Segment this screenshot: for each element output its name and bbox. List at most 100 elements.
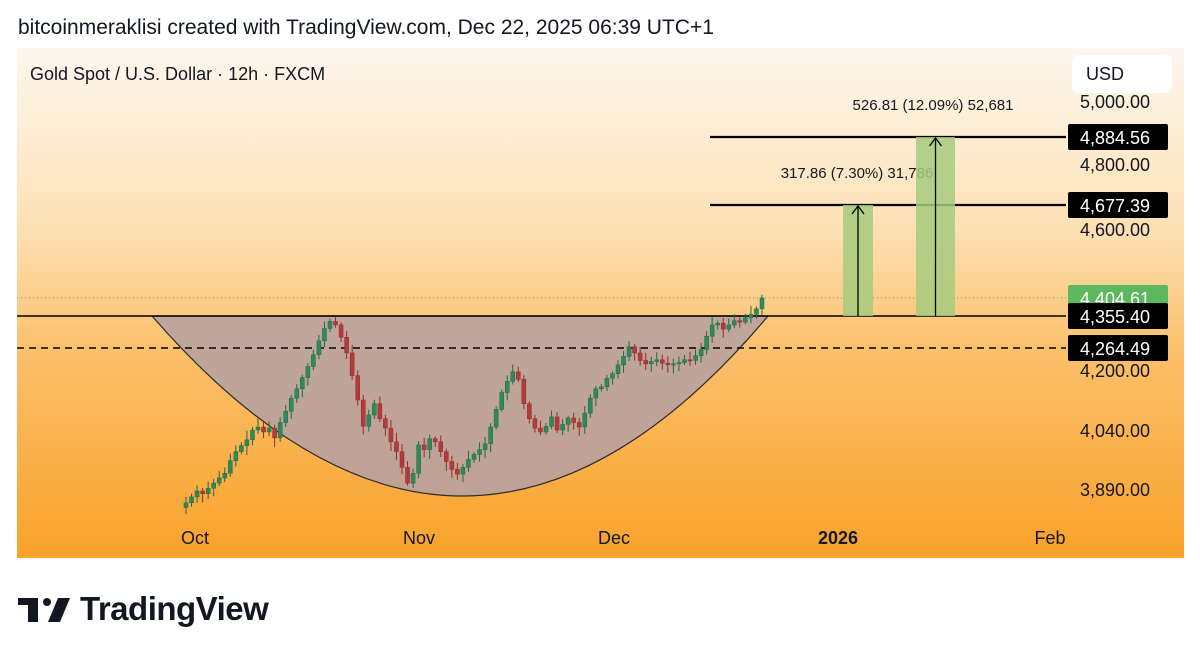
price-badge-label: 4,355.40: [1080, 307, 1150, 327]
candle: [748, 314, 754, 319]
candle: [316, 340, 322, 355]
candle: [554, 416, 560, 431]
candle: [654, 359, 660, 362]
candle: [720, 322, 726, 330]
price-badge: [1068, 303, 1168, 329]
candle: [200, 490, 205, 494]
candle: [444, 451, 449, 462]
candle: [366, 414, 372, 427]
candle: [377, 403, 383, 419]
candle: [648, 361, 654, 365]
candle: [643, 360, 648, 365]
candle: [687, 359, 693, 362]
candle: [693, 355, 698, 361]
candle: [333, 321, 338, 326]
candle: [493, 409, 499, 428]
candle: [499, 392, 504, 410]
candle: [543, 426, 549, 433]
candle: [399, 451, 405, 468]
candle: [632, 346, 637, 354]
candle: [471, 454, 477, 460]
candle: [610, 373, 615, 379]
candle: [538, 427, 543, 433]
x-tick-label: Nov: [403, 528, 435, 548]
candle: [593, 388, 599, 399]
candle: [676, 362, 682, 365]
candle: [460, 467, 466, 475]
tradingview-logo-icon: [18, 598, 70, 622]
candle: [565, 417, 571, 425]
candle: [704, 335, 709, 350]
candle: [222, 473, 228, 479]
candle: [277, 422, 283, 439]
candle: [527, 403, 532, 419]
candle: [416, 444, 421, 474]
price-badge-label: 4,884.56: [1080, 128, 1150, 148]
candle: [449, 461, 455, 470]
candle: [726, 324, 732, 330]
candle: [682, 359, 687, 363]
chart-background: [17, 48, 1184, 558]
candle: [266, 427, 272, 433]
y-tick-label: 4,200.00: [1080, 361, 1150, 381]
candle: [189, 496, 194, 504]
x-tick-label: Oct: [181, 528, 209, 548]
candle: [510, 371, 516, 382]
candle: [709, 324, 715, 337]
candle: [571, 417, 576, 423]
candle: [322, 328, 327, 342]
candle: [344, 337, 349, 354]
candle: [455, 469, 460, 475]
candle: [438, 441, 444, 452]
candle: [754, 308, 759, 315]
attribution-header: bitcoinmeraklisi created with TradingVie…: [18, 16, 714, 39]
candle: [244, 439, 250, 446]
measure-label: 317.86 (7.30%) 31,786: [781, 165, 934, 182]
candle: [516, 371, 521, 380]
symbol-title[interactable]: Gold Spot / U.S. Dollar · 12h · FXCM: [30, 64, 325, 84]
candle: [560, 424, 565, 431]
candle: [626, 346, 632, 357]
candle: [743, 317, 748, 323]
candle: [211, 482, 216, 489]
candle: [294, 388, 300, 399]
y-tick-label: 4,040.00: [1080, 421, 1150, 441]
candle: [432, 438, 438, 443]
candle: [604, 378, 610, 388]
logo-text: TradingView: [80, 590, 269, 627]
price-badge: [1068, 335, 1168, 361]
candle: [233, 451, 239, 461]
candle: [477, 449, 482, 455]
candle: [588, 397, 593, 414]
candle: [338, 324, 344, 338]
candle: [272, 427, 277, 439]
currency-button[interactable]: USD: [1072, 55, 1172, 93]
candle: [521, 379, 527, 404]
measure-arrow-head: [851, 204, 865, 215]
candle: [405, 467, 410, 484]
candle: [759, 297, 765, 310]
candle: [532, 418, 538, 429]
candle: [355, 375, 360, 401]
candle: [183, 502, 189, 508]
cup-pattern: [150, 315, 770, 497]
candle: [665, 362, 671, 366]
candle: [599, 386, 604, 389]
candle: [327, 321, 333, 329]
candle: [300, 377, 305, 389]
price-badge: [1068, 124, 1168, 150]
tradingview-logo[interactable]: TradingView: [18, 590, 269, 628]
x-tick-label: 2026: [818, 528, 858, 548]
candle: [255, 426, 261, 431]
y-tick-label: 5,000.00: [1080, 92, 1150, 112]
candle: [349, 352, 355, 376]
candle: [427, 438, 432, 450]
candle: [576, 422, 582, 428]
candle: [582, 412, 588, 428]
candle: [732, 320, 737, 326]
candle: [482, 443, 488, 450]
candle: [615, 364, 621, 375]
candle: [637, 352, 643, 361]
measure-label: 526.81 (12.09%) 52,681: [853, 97, 1014, 114]
